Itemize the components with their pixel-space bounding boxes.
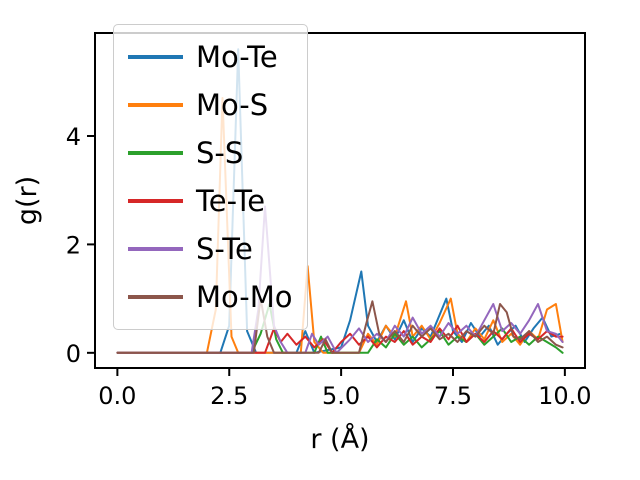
legend-line-sample	[128, 295, 183, 299]
legend-line-sample	[128, 151, 183, 155]
legend-line-sample	[128, 103, 183, 107]
legend-label: Te-Te	[196, 183, 266, 218]
legend-item: Mo-S	[128, 81, 293, 129]
legend-line-sample	[128, 55, 183, 59]
legend-item: Te-Te	[128, 177, 293, 225]
legend-item: S-Te	[128, 225, 293, 273]
legend-item: S-S	[128, 129, 293, 177]
legend-label: S-S	[196, 135, 244, 170]
legend-label: S-Te	[196, 231, 253, 266]
x-tick-label: 10.0	[538, 382, 591, 410]
x-tick-label: 0.0	[98, 382, 136, 410]
x-tick-label: 2.5	[210, 382, 248, 410]
y-tick-label: 4	[66, 123, 81, 151]
x-tick-label: 7.5	[434, 382, 472, 410]
x-axis-label: r (Å)	[310, 423, 369, 455]
y-tick-label: 2	[66, 231, 81, 259]
x-tick-label: 5.0	[322, 382, 360, 410]
series-line-mo-mo	[116, 297, 564, 354]
legend-label: Mo-Mo	[196, 279, 293, 314]
legend-line-sample	[128, 247, 183, 251]
legend-item: Mo-Mo	[128, 273, 293, 321]
legend-item: Mo-Te	[128, 33, 293, 81]
y-tick-label: 0	[66, 340, 81, 368]
legend-label: Mo-S	[196, 87, 269, 122]
y-axis-label: g(r)	[12, 176, 43, 225]
axes-spines	[94, 32, 586, 369]
legend-label: Mo-Te	[196, 39, 278, 74]
legend: Mo-Te Mo-S S-S Te-Te S-Te Mo-Mo	[113, 24, 308, 330]
legend-line-sample	[128, 199, 183, 203]
